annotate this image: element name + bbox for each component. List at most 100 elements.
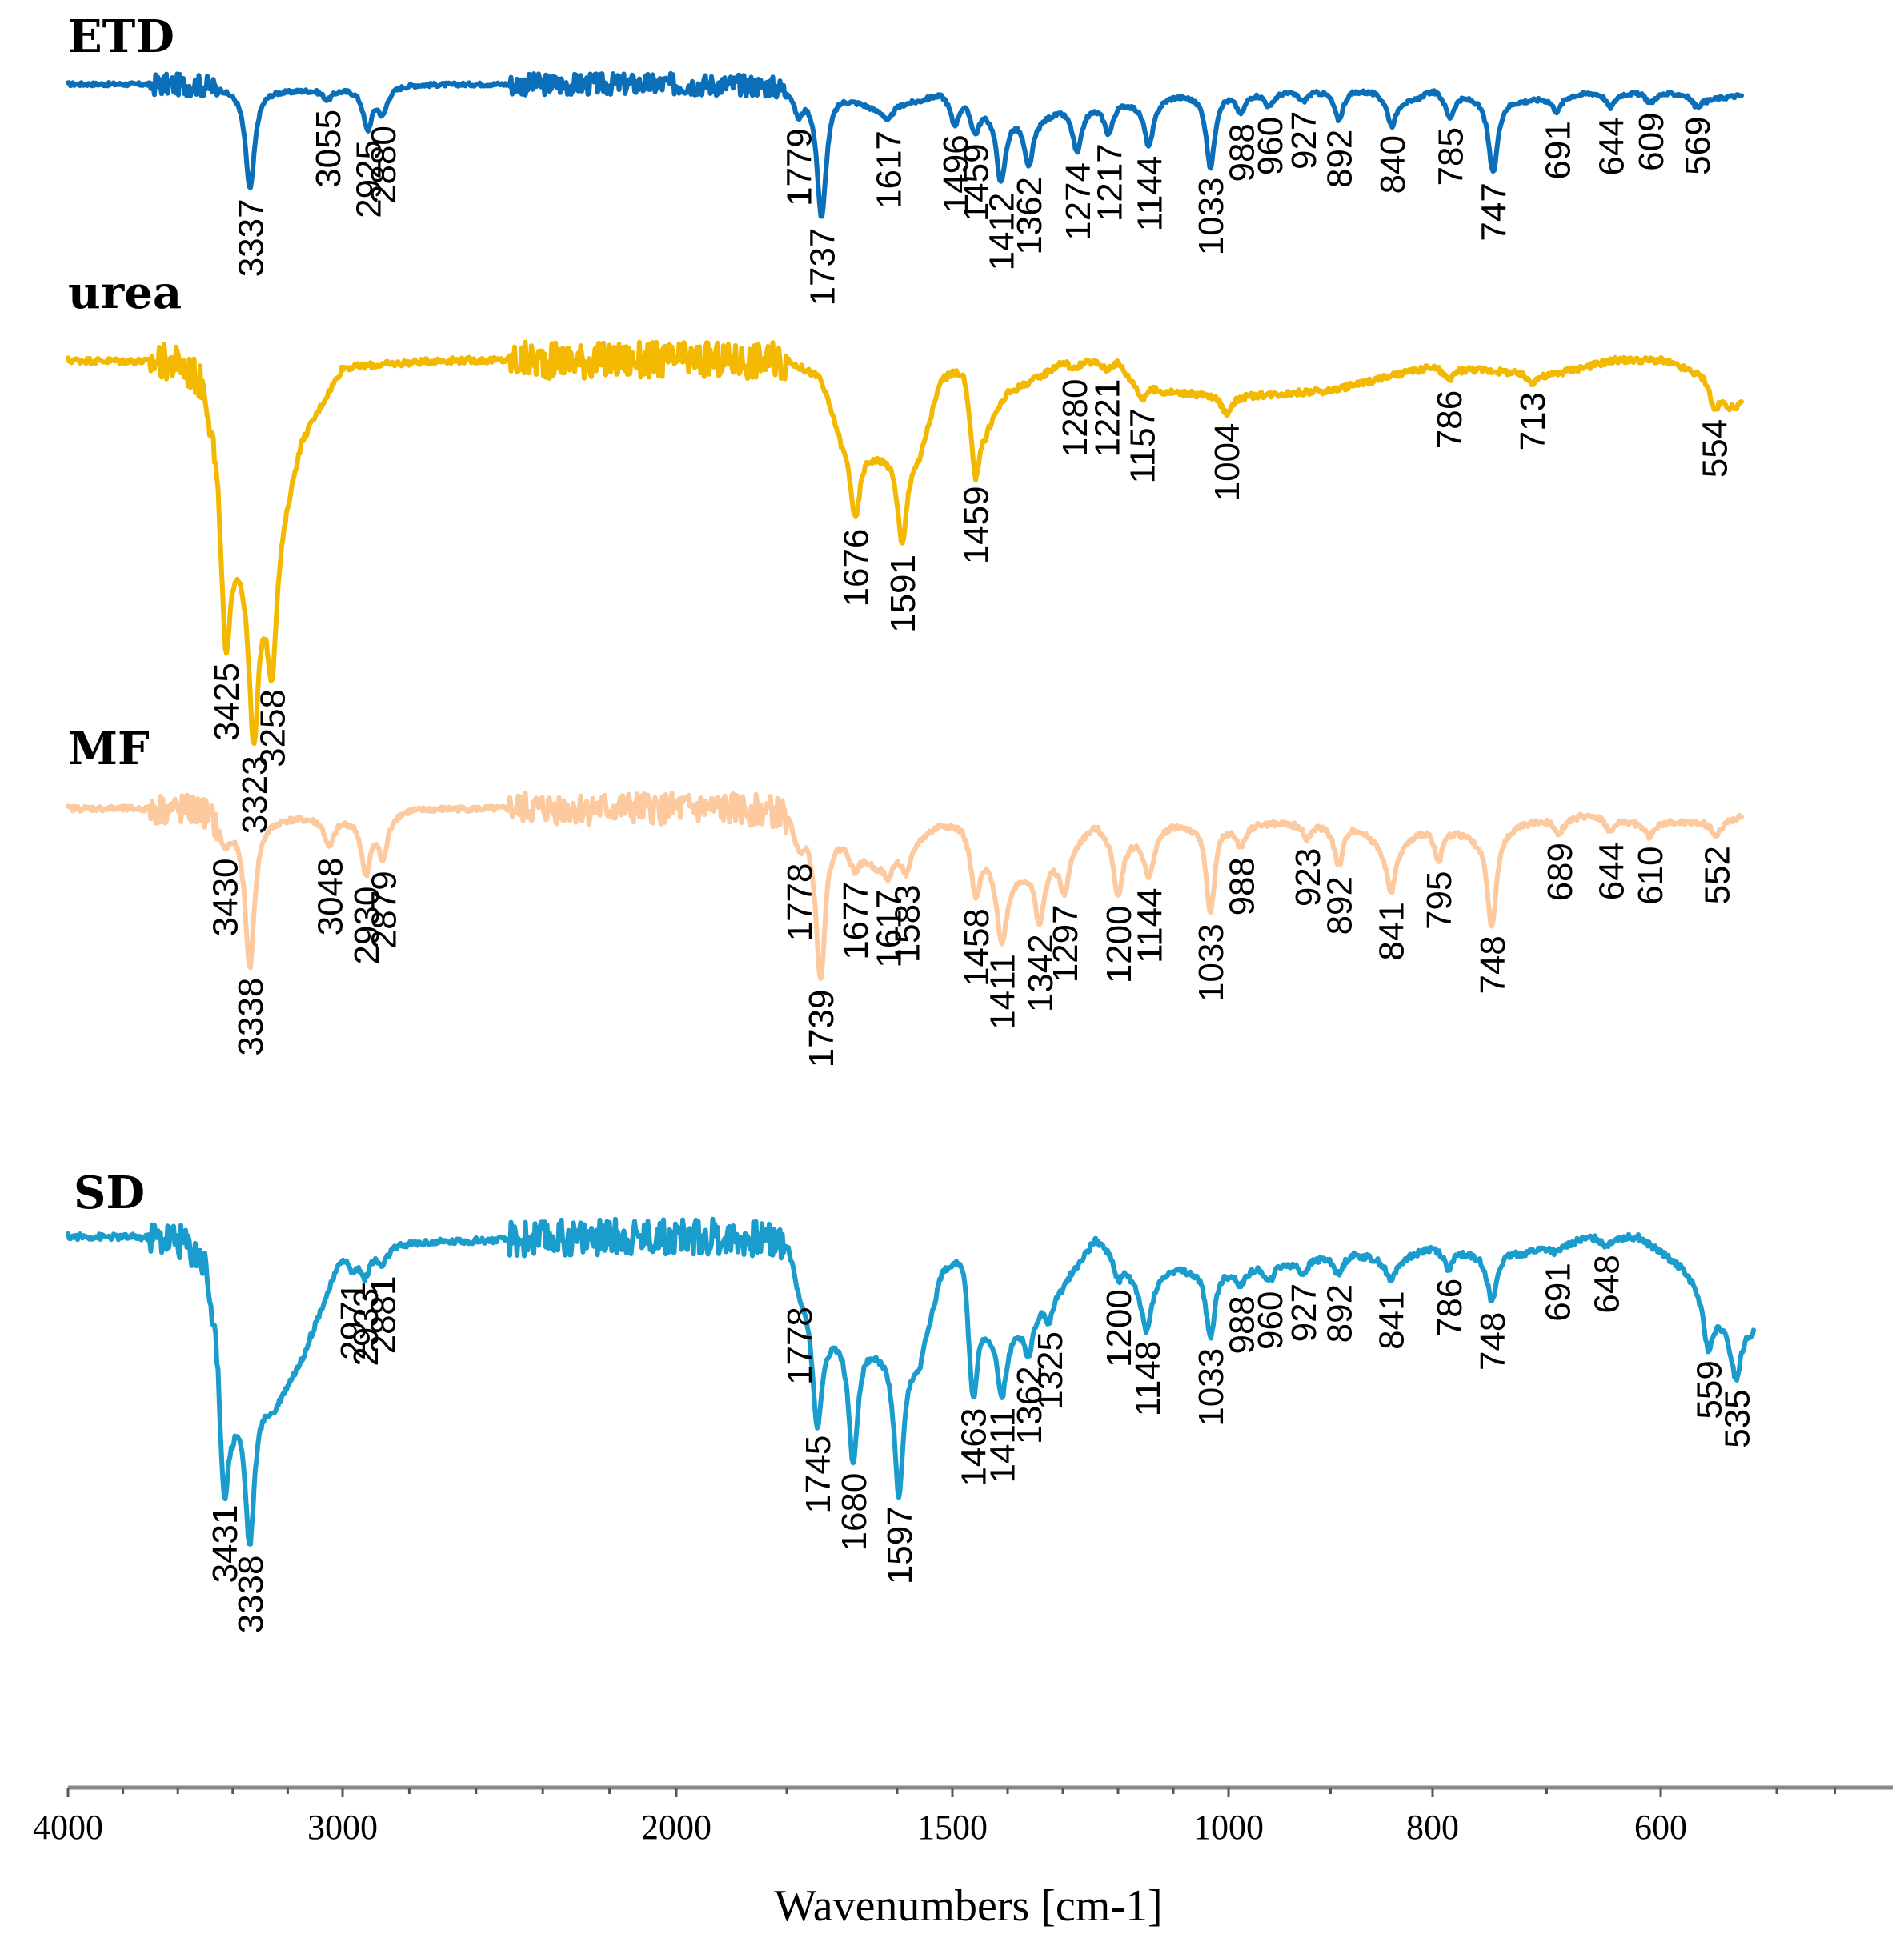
peak-label: 1148 — [1128, 1341, 1168, 1417]
peak-label: 1004 — [1208, 423, 1247, 502]
peak-label: 892 — [1321, 130, 1360, 188]
peak-label: 3055 — [309, 110, 348, 188]
peak-label: 3258 — [254, 689, 293, 767]
series-label-urea: urea — [68, 266, 182, 319]
peak-label: 1745 — [799, 1435, 838, 1514]
peak-label: 535 — [1718, 1389, 1757, 1447]
peak-label: 3323 — [235, 755, 275, 834]
spectrum-line-etd — [66, 70, 1744, 219]
peak-label: 569 — [1678, 116, 1718, 174]
peak-label: 3338 — [231, 978, 271, 1056]
peak-label: 1459 — [956, 143, 996, 222]
peak-label: 2880 — [364, 126, 403, 204]
peak-label: 1412 — [983, 193, 1022, 271]
peak-label: 1591 — [884, 555, 923, 633]
peak-label: 609 — [1632, 112, 1671, 170]
peak-label: 644 — [1592, 842, 1631, 900]
peak-label: 1144 — [1131, 887, 1170, 963]
peak-label: 1737 — [804, 228, 843, 306]
peak-label: 960 — [1251, 117, 1290, 175]
peak-label: 960 — [1251, 1291, 1290, 1350]
x-axis-title: Wavenumbers [cm-1] — [774, 1881, 1162, 1931]
peak-label: 1583 — [888, 884, 928, 963]
peak-label: 1325 — [1031, 1331, 1070, 1410]
peak-label: 1739 — [802, 990, 841, 1068]
peak-label: 1463 — [955, 1408, 994, 1487]
peak-label: 2971 — [334, 1282, 373, 1360]
peak-label: 3425 — [207, 663, 247, 741]
peak-label: 691 — [1538, 1263, 1577, 1321]
peak-label: 689 — [1541, 843, 1580, 901]
peak-label: 3048 — [311, 858, 351, 936]
peak-label: 610 — [1631, 847, 1670, 905]
peak-label: 2925 — [349, 140, 388, 218]
peak-label: 1280 — [1056, 379, 1095, 458]
peak-label: 1200 — [1100, 905, 1139, 983]
peak-label: 1411 — [983, 1407, 1022, 1484]
peak-label: 1496 — [936, 134, 976, 213]
peak-label: 1617 — [869, 890, 908, 968]
peak-label: 1779 — [780, 128, 820, 206]
peak-label: 1274 — [1059, 162, 1098, 241]
peak-label: 1157 — [1124, 408, 1163, 484]
peak-label: 2933 — [347, 1288, 386, 1367]
peak-label: 1144 — [1131, 156, 1170, 232]
peak-label: 923 — [1289, 848, 1328, 907]
series-label-sd: SD — [74, 1167, 145, 1219]
peak-label: 3430 — [206, 859, 246, 937]
peak-label: 785 — [1431, 127, 1470, 186]
peak-label: 988 — [1222, 857, 1261, 915]
peak-label: 554 — [1696, 419, 1735, 478]
peak-label: 691 — [1538, 121, 1577, 179]
peak-label: 3338 — [231, 1556, 271, 1634]
peak-label: 3431 — [206, 1505, 245, 1584]
peak-label: 748 — [1473, 1312, 1513, 1371]
peak-label: 1200 — [1100, 1289, 1139, 1367]
peak-label: 786 — [1430, 1279, 1469, 1337]
peak-label: 1033 — [1192, 178, 1231, 256]
peak-label: 559 — [1690, 1360, 1729, 1419]
peak-label: 2879 — [365, 871, 404, 949]
peak-label: 748 — [1473, 935, 1513, 994]
spectrum-line-mf — [66, 790, 1744, 981]
peak-label: 1778 — [780, 1307, 820, 1385]
peak-label: 1676 — [837, 529, 876, 607]
peak-label: 786 — [1430, 390, 1469, 449]
peak-label: 2881 — [364, 1276, 403, 1355]
peak-label: 988 — [1222, 1295, 1261, 1354]
peak-label: 1362 — [1010, 1366, 1049, 1444]
x-tick-label: 3000 — [307, 1808, 378, 1847]
peak-label: 1221 — [1088, 379, 1128, 458]
peak-label: 1217 — [1090, 143, 1129, 222]
peak-label: 841 — [1373, 902, 1412, 960]
peak-label: 927 — [1285, 111, 1324, 170]
peak-label: 1033 — [1192, 923, 1231, 1002]
peak-label: 840 — [1373, 135, 1413, 194]
peak-label: 927 — [1285, 1283, 1324, 1342]
peak-label: 3337 — [231, 198, 271, 277]
peak-label: 1597 — [880, 1506, 920, 1584]
x-tick-label: 2000 — [641, 1808, 711, 1847]
peak-label: 1778 — [780, 863, 820, 942]
peak-label: 1342 — [1021, 934, 1060, 1012]
peak-label: 1617 — [869, 130, 908, 209]
peak-label: 892 — [1321, 876, 1360, 935]
peak-label: 1459 — [956, 486, 996, 564]
x-tick-label: 4000 — [33, 1808, 103, 1847]
series-label-mf: MF — [68, 723, 150, 775]
spectrum-line-urea — [66, 339, 1744, 747]
peak-label: 841 — [1373, 1291, 1412, 1349]
peak-label: 1033 — [1192, 1348, 1231, 1427]
x-tick-label: 1000 — [1193, 1808, 1264, 1847]
x-tick-label: 800 — [1406, 1808, 1459, 1847]
peak-label: 892 — [1321, 1284, 1360, 1343]
peak-label: 552 — [1698, 846, 1738, 904]
peak-label: 1680 — [835, 1473, 874, 1552]
peak-label: 795 — [1420, 871, 1459, 930]
